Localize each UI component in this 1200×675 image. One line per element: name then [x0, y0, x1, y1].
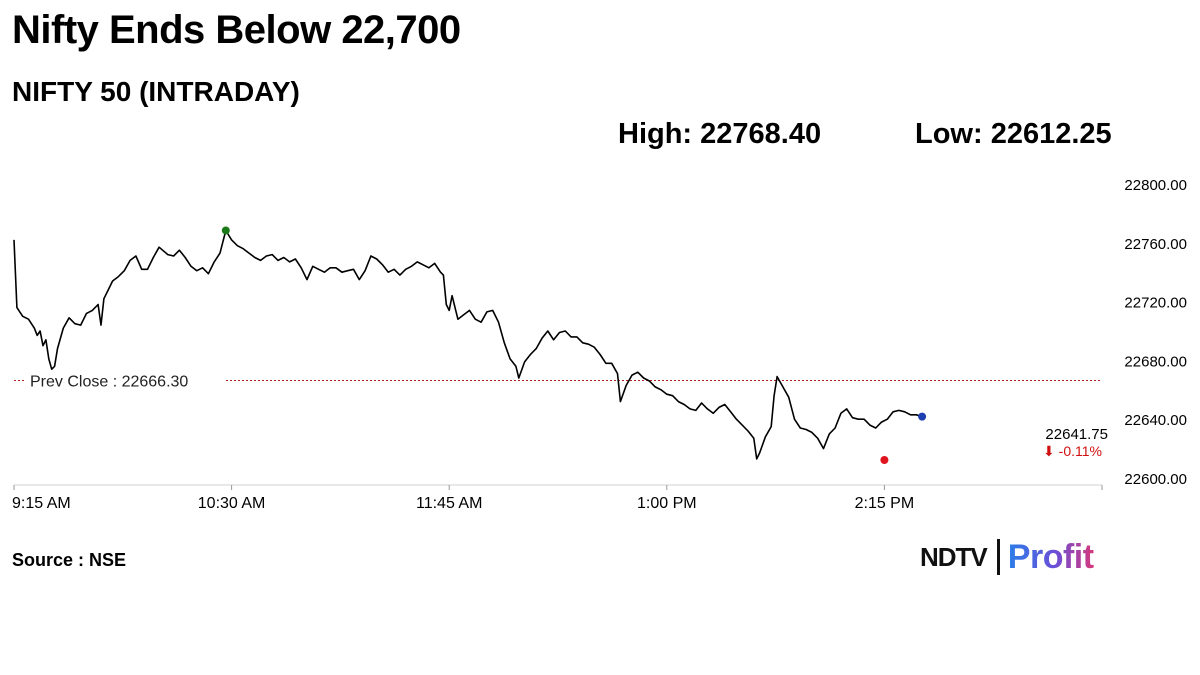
logo-divider: [996, 539, 1000, 575]
prev-close-label-bg: [24, 370, 224, 391]
price-line: [13, 229, 923, 460]
x-tick-label: 10:30 AM: [198, 495, 266, 512]
source-note: Source : NSE: [12, 550, 127, 570]
y-tick-label: 22720.00: [1124, 295, 1187, 312]
y-tick-label: 22800.00: [1124, 177, 1187, 194]
low-marker: [880, 455, 889, 464]
x-axis: 9:15 AM 10:30 AM 11:45 AM 1:00 PM 2:15 PM: [12, 485, 1103, 512]
y-axis: 22600.00 22640.00 22680.00 22720.00 22760.00…: [1124, 177, 1187, 488]
change-percent-label: ⬇ -0.11%: [1043, 443, 1102, 459]
day-high-stat: High: 22768.40: [618, 118, 822, 150]
intraday-chart: 22600.00 22640.00 22680.00 22720.00 22760.00…: [12, 177, 1187, 512]
ndtv-profit-logo: NDTV Profit: [920, 535, 1094, 579]
day-low-stat: Low: 22612.25: [915, 118, 1112, 150]
x-tick-label: 2:15 PM: [855, 495, 915, 512]
high-marker: [221, 226, 230, 235]
chart-subtitle: NIFTY 50 (INTRADAY): [12, 76, 300, 107]
x-tick-label: 11:45 AM: [416, 495, 482, 512]
y-tick-label: 22640.00: [1124, 412, 1187, 429]
last-price-marker: [918, 412, 927, 421]
y-tick-label: 22680.00: [1124, 353, 1187, 370]
headline: Nifty Ends Below 22,700: [12, 8, 461, 52]
logo-profit-text: Profit: [1007, 537, 1094, 576]
y-tick-label: 22600.00: [1124, 471, 1187, 488]
x-tick-label: 9:15 AM: [12, 495, 71, 512]
y-tick-label: 22760.00: [1124, 236, 1187, 253]
logo-ndtv-text: NDTV: [920, 541, 988, 572]
x-tick-label: 1:00 PM: [637, 495, 697, 512]
prev-close-label: Prev Close : 22666.30: [30, 374, 188, 391]
last-price-label: 22641.75: [1045, 426, 1108, 443]
